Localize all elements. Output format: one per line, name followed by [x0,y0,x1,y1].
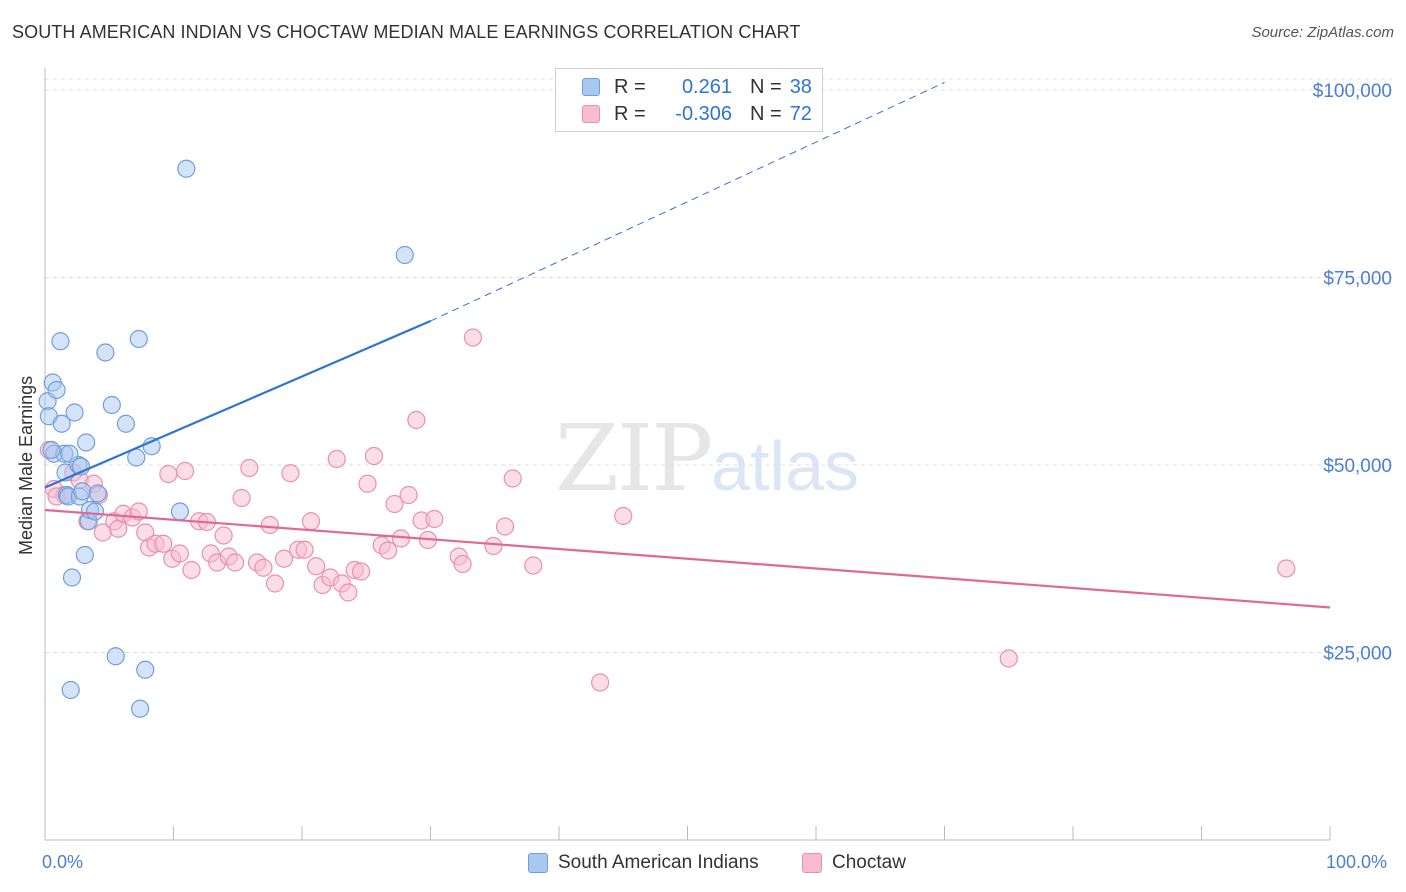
trend-line-blue [44,319,431,489]
choctaw-point [339,583,358,602]
y-tick-label: $100,000 [1313,81,1392,102]
correlation-legend: R = 0.261 N = 38 R = -0.306 N = 72 [555,68,823,132]
south-american-indian-point [170,502,190,521]
south-american-indian-point [47,380,66,400]
choctaw-point [175,461,195,481]
choctaw-point [378,541,398,560]
south-american-indian-point [73,482,92,501]
y-axis-label: Median Male Earnings [16,375,36,555]
choctaw-point [301,512,321,531]
south-american-indian-point [52,414,71,433]
choctaw-point [463,328,483,347]
choctaw-point [358,474,377,493]
south-american-indian-point [77,433,96,452]
x-tick-label-max: 100.0% [1326,852,1388,872]
source-label: Source: ZipAtlas.com [1251,24,1394,41]
choctaw-point [159,464,178,484]
south-american-indian-point [60,444,79,463]
choctaw-point [327,449,346,469]
south-american-indian-point [96,343,115,362]
bottom-legend-swatch-pink [802,853,822,873]
choctaw-point [274,549,294,568]
legend-swatch-pink [582,105,600,123]
south-american-indian-point [177,159,196,178]
y-tick-label: $75,000 [1323,269,1392,290]
choctaw-point [281,464,300,483]
choctaw-point [352,562,371,581]
south-american-indian-point [51,332,70,351]
south-american-indian-point [65,403,84,422]
south-american-indian-point [86,502,105,521]
watermark-zip: ZIP [555,405,713,512]
choctaw-point [503,469,522,488]
legend-n-label: N = [750,75,782,98]
legend-n-label: N = [750,102,782,125]
south-american-indian-point [102,395,121,415]
legend-n-value: 38 [789,75,812,98]
trend-line-blue-extension [430,82,945,322]
choctaw-point [407,410,426,430]
choctaw-point [265,574,285,593]
south-american-indian-point [75,545,94,565]
choctaw-point [495,517,515,536]
legend-row-choctaw: R = -0.306 N = 72 [556,101,812,127]
choctaw-point [364,446,384,466]
choctaw-point [170,544,190,563]
legend-row-south-american-indians: R = 0.261 N = 38 [556,74,812,100]
choctaw-point [591,673,610,692]
south-american-indian-point [62,568,82,587]
legend-r-value: 0.261 [681,75,732,98]
legend-r-label: R = [614,75,646,98]
choctaw-point [484,536,503,556]
south-american-indian-point [130,699,150,718]
south-american-indian-point [42,440,61,460]
legend-r-label: R = [614,102,646,125]
legend-r-value: -0.306 [675,102,732,125]
choctaw-point [295,540,314,559]
choctaw-point [254,558,273,577]
choctaw-point [307,557,326,576]
choctaw-point [226,553,245,572]
south-american-indian-point [395,245,414,265]
choctaw-point [182,560,201,580]
watermark: ZIPatlas [555,405,859,512]
choctaw-point [453,554,472,574]
y-tick-label: $50,000 [1323,456,1392,477]
choctaw-point [240,458,259,478]
choctaw-point [232,488,251,508]
choctaw-point [999,649,1018,668]
south-american-indian-point [116,414,136,433]
bottom-legend-swatch-blue [528,853,548,873]
x-tick-label-min: 0.0% [42,852,84,872]
legend-n-value: 72 [789,102,812,125]
choctaw-point [524,556,543,575]
south-american-indian-point [129,329,148,349]
bottom-legend-south-american-indians: South American Indians [528,852,759,874]
choctaw-point [614,506,633,526]
south-american-indian-point [61,680,80,700]
trend-line-pink [44,508,1331,609]
choctaw-point [260,515,279,535]
chart-title: SOUTH AMERICAN INDIAN VS CHOCTAW MEDIAN … [12,22,801,42]
choctaw-point [154,534,173,553]
south-american-indian-point [88,484,107,503]
south-american-indian-point [136,660,155,679]
choctaw-point [1277,559,1296,578]
bottom-legend-choctaw: Choctaw [802,852,906,874]
choctaw-point [425,509,444,529]
south-american-indian-point [106,647,125,666]
watermark-atlas: atlas [711,427,860,505]
choctaw-point [214,526,233,545]
bottom-legend-label: South American Indians [558,852,759,873]
choctaw-point [399,485,418,505]
bottom-legend-label: Choctaw [832,852,906,873]
legend-swatch-blue [582,78,600,96]
y-tick-label: $25,000 [1323,644,1392,665]
choctaw-point [385,494,404,514]
